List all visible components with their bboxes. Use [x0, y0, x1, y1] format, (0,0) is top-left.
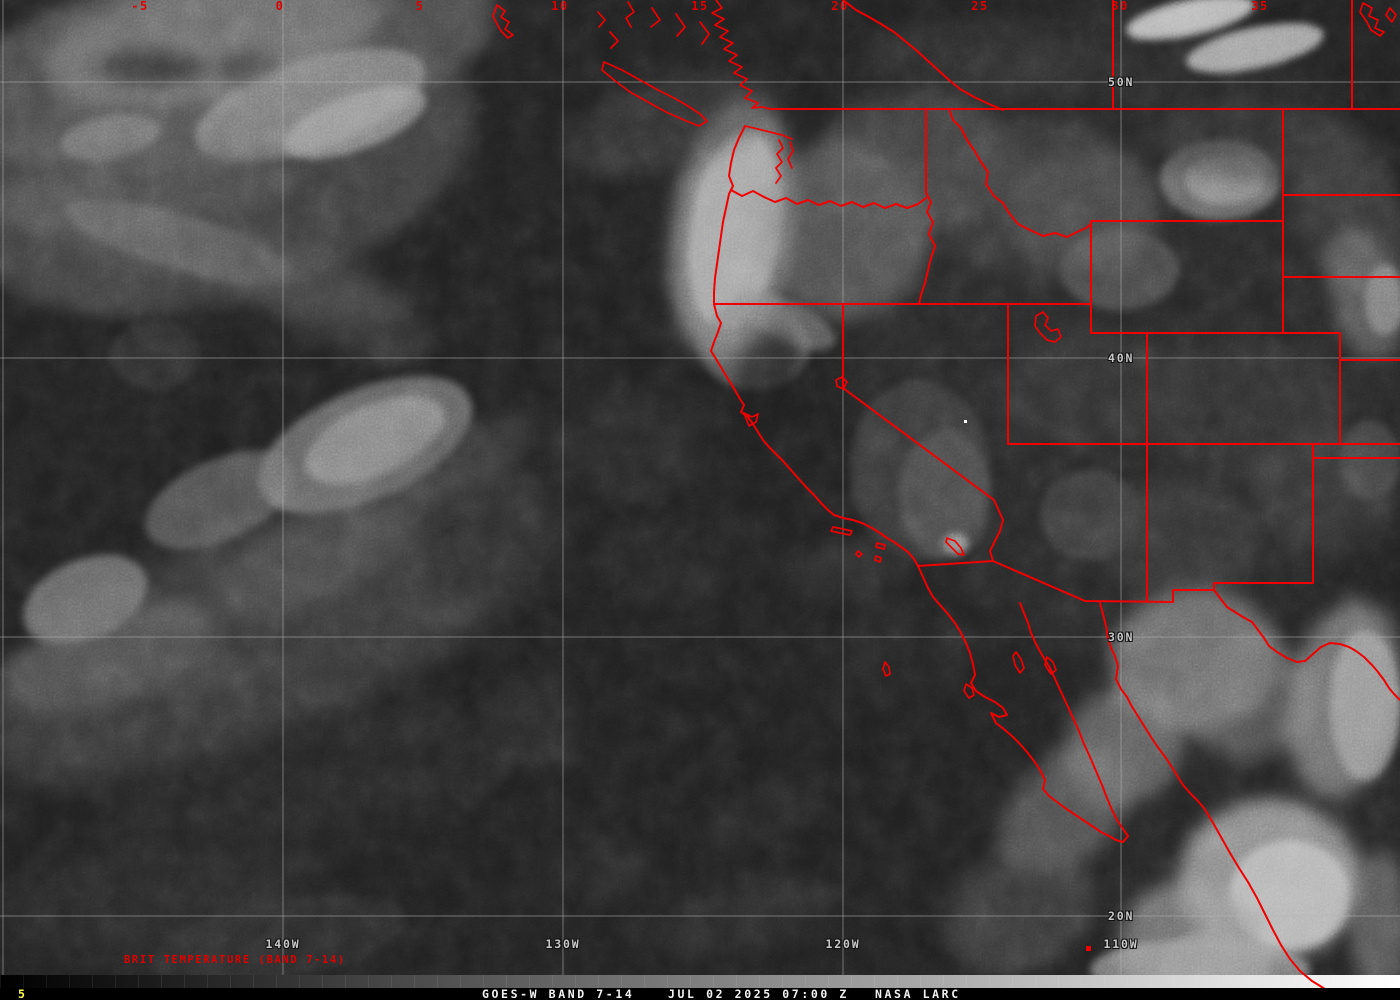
temperature-colorbar [0, 975, 1400, 988]
station-marker-dot [1086, 946, 1091, 951]
island-and-lake-outlines [492, 2, 1397, 699]
product-name: GOES-W BAND 7-14 [482, 987, 635, 1000]
longitude-label-130w: 130W [545, 937, 581, 951]
state-border-lines [713, 0, 1400, 603]
timestamp: JUL 02 2025 07:00 Z [668, 987, 849, 1000]
fjord-coastlines [597, 0, 794, 184]
political-boundaries [492, 0, 1400, 998]
product-caption: BRIT TEMPERATURE (BAND 7-14) [124, 954, 346, 966]
river-borders [730, 108, 1400, 701]
frame-counter: 5 [18, 987, 28, 1000]
latitude-label-50n: 50N [1108, 75, 1135, 89]
longitude-label-110w: 110W [1103, 937, 1139, 951]
longitude-label-120w: 120W [825, 937, 861, 951]
latitude-label-20n: 20N [1108, 909, 1135, 923]
latitude-label-40n: 40N [1108, 351, 1135, 365]
longitude-label-140w: 140W [265, 937, 301, 951]
latitude-label-30n: 30N [1108, 630, 1135, 644]
status-bar: 5 GOES-W BAND 7-14 JUL 02 2025 07:00 Z N… [0, 987, 1400, 1000]
coastline [710, 125, 1129, 843]
longitude-gridlines [2, 0, 1122, 975]
graticule-lines [0, 0, 1400, 975]
colorbar-steps [0, 975, 1400, 988]
city-marker-dot [964, 420, 967, 423]
latitude-gridlines [0, 81, 1400, 917]
credit: NASA LARC [875, 987, 961, 1000]
